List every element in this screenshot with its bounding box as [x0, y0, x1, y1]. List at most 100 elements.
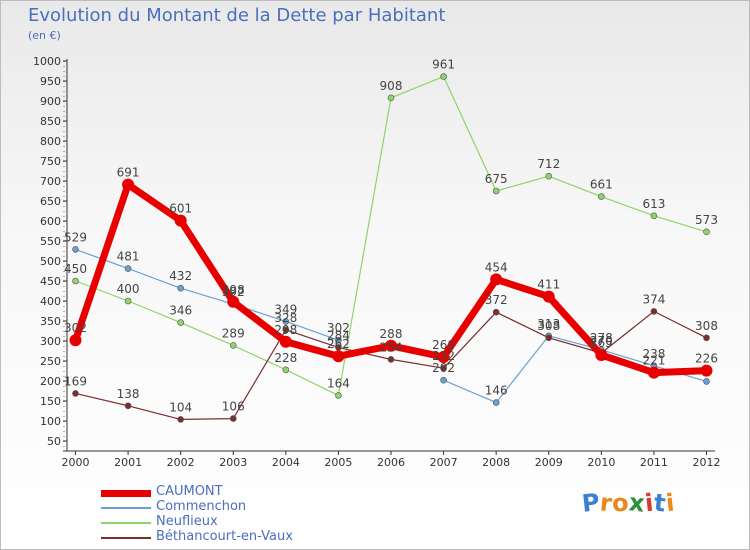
data-label-b-thancourt-en-vaux: 372	[485, 293, 508, 307]
x-tick-label: 2004	[272, 456, 300, 469]
data-label-commenchon: 313	[537, 317, 560, 331]
data-point-b-thancourt-en-vaux	[387, 356, 395, 363]
data-label-caumont: 260	[432, 338, 455, 352]
data-point-commenchon	[440, 376, 447, 384]
data-label-caumont: 454	[485, 260, 508, 274]
data-label-caumont: 265	[590, 336, 613, 350]
data-point-caumont	[69, 334, 82, 347]
data-point-neuflieux	[282, 366, 290, 374]
data-label-caumont: 288	[380, 327, 403, 341]
data-point-neuflieux	[229, 342, 237, 349]
data-point-b-thancourt-en-vaux	[545, 334, 553, 342]
data-point-neuflieux	[650, 212, 658, 220]
data-point-commenchon	[703, 378, 710, 385]
data-label-commenchon: 146	[485, 384, 508, 398]
data-point-b-thancourt-en-vaux	[229, 415, 237, 422]
data-point-commenchon	[72, 246, 79, 253]
data-point-caumont	[542, 290, 555, 303]
data-label-commenchon: 481	[117, 250, 140, 264]
data-label-b-thancourt-en-vaux: 169	[64, 374, 87, 388]
y-tick-label: 300	[40, 335, 61, 348]
data-point-b-thancourt-en-vaux	[72, 390, 79, 397]
data-point-neuflieux	[72, 277, 79, 285]
data-label-b-thancourt-en-vaux: 138	[117, 387, 140, 401]
data-point-neuflieux	[545, 172, 553, 180]
data-point-caumont	[279, 335, 292, 348]
legend-label: Commenchon	[156, 499, 247, 514]
data-label-commenchon: 349	[274, 302, 297, 316]
data-point-neuflieux	[124, 297, 132, 305]
data-point-caumont	[595, 349, 608, 361]
data-label-b-thancourt-en-vaux: 284	[327, 328, 350, 342]
data-point-b-thancourt-en-vaux	[703, 334, 710, 342]
x-tick-label: 2009	[535, 456, 563, 469]
data-label-commenchon: 392	[222, 285, 245, 299]
data-label-b-thancourt-en-vaux: 106	[222, 400, 245, 414]
data-point-b-thancourt-en-vaux	[492, 308, 500, 316]
data-point-b-thancourt-en-vaux	[650, 308, 658, 315]
data-point-b-thancourt-en-vaux	[124, 402, 132, 410]
y-tick-label: 50	[47, 435, 61, 448]
data-point-commenchon	[335, 336, 342, 344]
chart-unit: (en €)	[28, 29, 61, 42]
legend-swatch	[101, 507, 151, 509]
data-point-commenchon	[492, 399, 500, 406]
data-point-neuflieux	[335, 392, 342, 399]
data-label-b-thancourt-en-vaux: 374	[642, 292, 665, 306]
legend-label: Neuflieux	[156, 514, 218, 529]
data-point-caumont	[332, 350, 345, 363]
y-tick-label: 200	[40, 375, 61, 388]
y-tick-label: 550	[40, 235, 61, 248]
data-label-b-thancourt-en-vaux: 308	[695, 319, 718, 333]
data-label-caumont: 262	[327, 337, 350, 351]
data-label-b-thancourt-en-vaux: 328	[274, 311, 297, 325]
data-point-caumont	[700, 364, 713, 377]
data-label-commenchon: 278	[590, 331, 613, 345]
data-label-neuflieux: 228	[274, 351, 297, 365]
data-label-caumont: 302	[64, 321, 87, 335]
proxiti-logo: Proxiti	[581, 488, 677, 518]
data-point-b-thancourt-en-vaux	[440, 364, 447, 372]
data-point-caumont	[647, 366, 660, 379]
x-tick-label: 2007	[430, 456, 458, 469]
x-tick-label: 2005	[324, 456, 352, 469]
data-point-neuflieux	[387, 94, 395, 102]
data-point-caumont	[122, 178, 135, 191]
y-tick-label: 400	[40, 295, 61, 308]
series-line-commenchon	[74, 248, 340, 341]
legend-label: Béthancourt-en-Vaux	[156, 529, 293, 544]
data-label-b-thancourt-en-vaux: 308	[537, 319, 560, 333]
y-tick-label: 250	[40, 355, 61, 368]
data-point-neuflieux	[598, 193, 605, 200]
data-point-neuflieux	[703, 228, 710, 236]
data-label-neuflieux: 164	[327, 376, 350, 390]
data-label-neuflieux: 450	[64, 262, 87, 276]
y-tick-label: 450	[40, 275, 61, 288]
data-label-b-thancourt-en-vaux: 270	[590, 334, 613, 348]
data-label-neuflieux: 346	[169, 304, 192, 318]
data-label-neuflieux: 908	[380, 79, 403, 93]
data-label-neuflieux: 400	[117, 282, 140, 296]
y-tick-label: 500	[40, 255, 61, 268]
y-tick-label: 850	[40, 115, 61, 128]
data-label-commenchon: 529	[64, 230, 87, 244]
data-label-neuflieux: 613	[642, 197, 665, 211]
y-tick-label: 950	[40, 75, 61, 88]
y-tick-label: 600	[40, 215, 61, 228]
data-label-neuflieux: 289	[222, 326, 245, 340]
data-label-b-thancourt-en-vaux: 254	[380, 340, 403, 354]
legend: CAUMONT Commenchon Neuflieux Béthancourt…	[101, 484, 361, 545]
data-label-commenchon: 432	[169, 269, 192, 283]
y-tick-label: 800	[40, 135, 61, 148]
y-tick-label: 100	[40, 415, 61, 428]
x-tick-label: 2008	[482, 456, 510, 469]
data-label-commenchon: 238	[642, 347, 665, 361]
data-point-neuflieux	[177, 319, 184, 326]
x-tick-label: 2000	[62, 456, 90, 469]
data-label-caumont: 221	[642, 354, 665, 368]
y-tick-label: 350	[40, 315, 61, 328]
data-label-neuflieux: 961	[432, 58, 455, 72]
data-label-caumont: 691	[117, 166, 140, 180]
